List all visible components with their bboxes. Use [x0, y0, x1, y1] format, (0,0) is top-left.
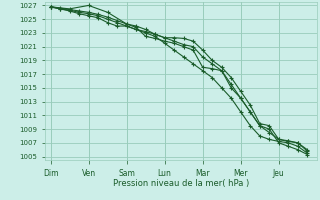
X-axis label: Pression niveau de la mer( hPa ): Pression niveau de la mer( hPa ) — [113, 179, 249, 188]
